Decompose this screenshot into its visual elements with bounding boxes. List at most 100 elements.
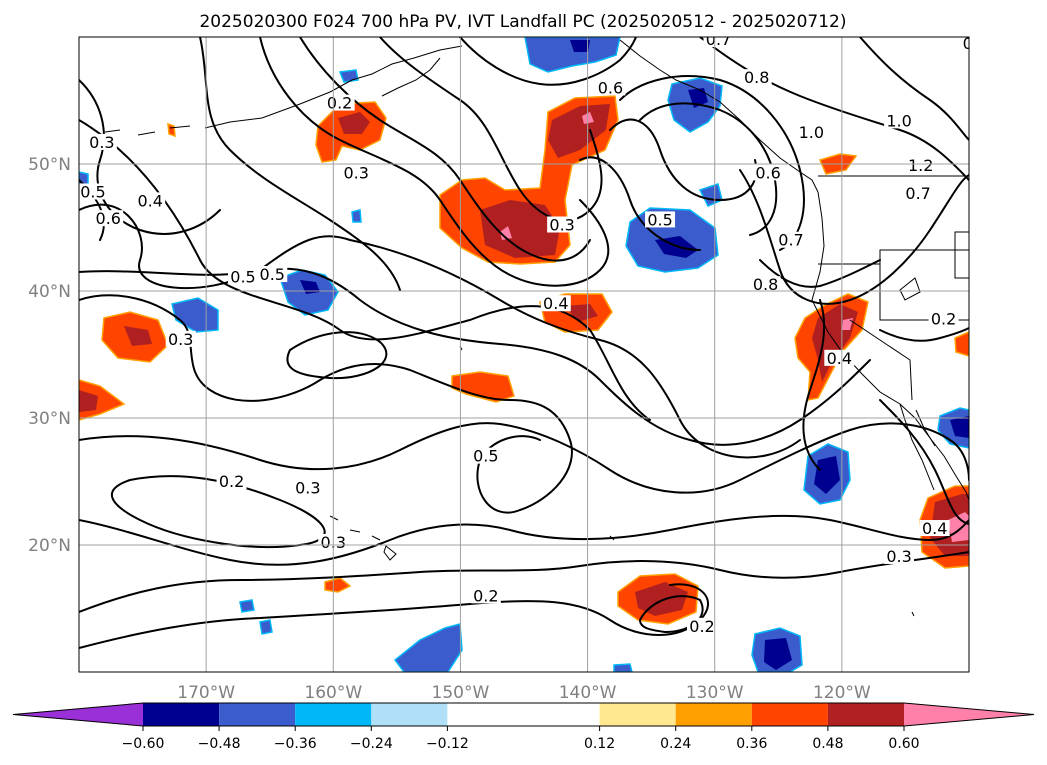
contour-label: 0.5 [647,210,672,229]
contour-label-bg [257,266,288,283]
contour-label: 0.4 [922,519,947,538]
pv-contour-21 [699,37,969,181]
contour-label: 0.2 [473,586,498,605]
shade-patch-bering-north [524,37,621,73]
shade-patch-small-cool-1 [351,209,362,223]
contour-label: 0.5 [473,447,498,466]
contour-label-bg [547,216,578,233]
contour-label: 0.4 [543,294,568,313]
contour-label-bg [776,231,806,248]
shade-patch-west-32n-core [79,390,98,412]
colorbar: −0.60 −0.48 −0.36 −0.24 −0.12 0.12 0.24 0.36 0.4… [12,702,1035,752]
pv-contour-27 [879,399,969,525]
contour-label-bg [928,310,959,327]
shade-patch-small-cool-6 [338,69,359,83]
contour-label: 0.6 [598,78,623,97]
pv-contour-22 [859,37,969,141]
pv-contour-6 [79,422,969,494]
contour-label-bg [903,184,934,201]
gridlines [79,37,969,672]
contour-label: 0.6 [96,209,121,228]
contour-label-bg [324,94,355,111]
pv-contour-18 [639,102,778,236]
contour-label: 0.2 [689,617,714,636]
x-tick-label: 120°W [813,683,871,703]
contour-label-bg [750,276,781,293]
contour-label: 0.4 [827,349,852,368]
shade-patch-40n-core [565,304,598,322]
y-tick-label: 20°N [28,536,71,556]
contour-label-bg [86,133,117,150]
contour-label-bg [470,587,501,604]
colorbar-tick-label: 0.60 [888,736,919,752]
colorbar-segment [447,703,600,726]
pv-contour-25 [802,299,826,471]
shade-patch-alaska-gulf-core [338,112,370,134]
pv-contour-20 [579,156,701,251]
contour-label: 0.5 [80,182,105,201]
contour-label-bg [824,349,855,366]
contour-label-bg [93,210,124,227]
contour-label-bg [884,112,915,129]
pv-contour-12 [199,37,401,291]
coastline-us-west [811,191,969,501]
colorbar-segment [599,703,676,726]
pv-contour-5 [286,331,388,380]
contour-label-bg [919,520,950,537]
y-tick-label: 50°N [28,155,71,175]
colorbar-tick-label: 0.24 [660,736,691,752]
colorbar-segment [675,703,752,726]
state-border-3 [954,231,969,279]
colorbar-segment [827,703,904,726]
contour-label: 0.7 [706,30,731,49]
pv-contour-26 [879,327,969,342]
contour-label-bg [687,617,717,634]
contour-label: 0.4 [137,191,162,210]
colorbar-segment [371,703,448,726]
colorbar-extend-low [13,703,143,726]
contour-label: 0.3 [295,478,320,497]
colorbar-tick-label: −0.48 [198,736,241,752]
pv-contour-2 [79,203,801,459]
map-frame [78,36,970,673]
x-tick-label: 140°W [559,683,617,703]
contour-label-bg [79,183,108,200]
pv-contour-28 [79,79,221,235]
contour-label-bg [645,211,676,228]
contour-label: 1.0 [886,111,911,130]
contour-label: 0.2 [327,94,352,113]
y-tick-label: 30°N [28,409,71,429]
map-panel: 0.3 0.5 0.6 0.4 0.2 0.3 0.5 0.5 0.3 0.3 0.4 0.6 0.5 0… [78,30,988,673]
contour-label-bg [753,164,784,181]
contour-label: 1.2 [908,156,933,175]
contour-label-bg [470,447,501,464]
contour-label: 0.2 [931,309,956,328]
contour-label-bg [595,79,626,96]
pv-contour-23 [739,169,969,305]
contour-label-bg [540,295,571,312]
pv-contour-16 [459,37,637,86]
colorbar-tick-label: −0.36 [274,736,317,752]
contour-label-bg [341,164,372,181]
contour-label: 0.3 [886,547,911,566]
shade-patch-26n-120w-core [814,456,840,494]
colorbar-tick-label: 0.48 [812,736,843,752]
contour-labels: 0.3 0.5 0.6 0.4 0.2 0.3 0.5 0.5 0.3 0.3 0.4 0.6 0.5 0… [79,30,988,636]
x-tick-label: 160°W [304,683,362,703]
contour-label: 0.8 [963,34,988,53]
contour-label-bg [960,37,969,51]
contour-label: 0.3 [549,216,574,235]
shade-patch-15n-140w-core [635,582,688,616]
contour-label-bg [884,547,915,564]
contour-label-bg [741,69,772,86]
pv-contour-17 [619,75,805,251]
shade-patch-bering-north-core [570,40,590,52]
coastline-aleutians [104,125,191,136]
colorbar-tick-label: −0.60 [122,736,165,752]
pv-contour-13 [259,37,610,287]
y-tick-labels: 50°N 40°N 30°N 20°N [28,155,71,556]
colorbar-tick-label: 0.12 [584,736,615,752]
shade-patch-40n-east-edge [954,331,969,357]
colorbar-tick-label: 0.36 [736,736,767,752]
